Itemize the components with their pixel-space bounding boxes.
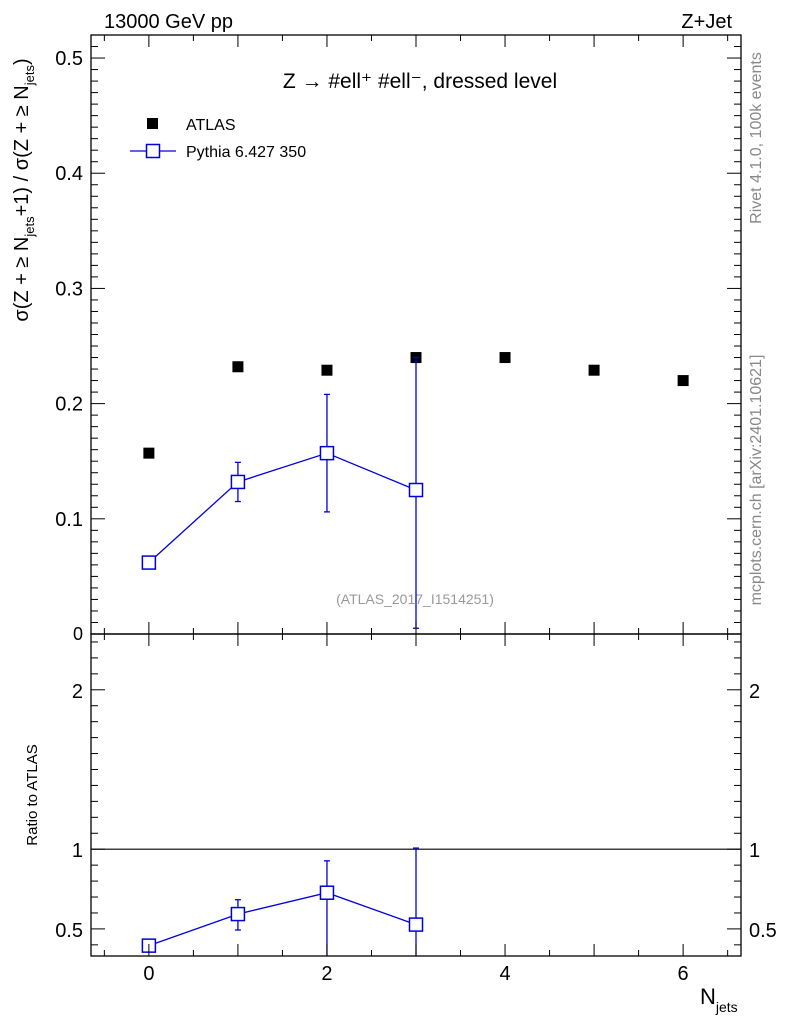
- rivet-label: Rivet 4.1.0, 100k events: [748, 52, 765, 224]
- x-tick-label: 4: [499, 963, 510, 985]
- ratio-y-axis-label: Ratio to ATLAS: [24, 744, 41, 845]
- y-tick-label: 0.1: [55, 509, 83, 531]
- header-left: 13000 GeV pp: [104, 11, 233, 33]
- legend-pythia-label: Pythia 6.427 350: [186, 144, 306, 161]
- y-tick-label: 0.4: [55, 163, 83, 185]
- atlas-data-point: [143, 447, 155, 459]
- pythia-data-point: [230, 474, 246, 490]
- atlas-data-point: [677, 375, 689, 387]
- pythia-data-point: [141, 555, 157, 570]
- y-tick-label-zero: 0: [73, 624, 83, 644]
- ylabel-sub2: jets: [22, 65, 37, 87]
- header-right: Z+Jet: [681, 11, 732, 33]
- mcplots-label: mcplots.cern.ch [arXiv:2401.10621]: [748, 355, 765, 606]
- ratio-y-tick-label-right: 1: [749, 840, 760, 862]
- xlabel-main: N: [700, 984, 716, 1009]
- ylabel-part2: +1) / σ(Z + ≥ N: [11, 85, 33, 216]
- xlabel-sub: jets: [715, 999, 738, 1015]
- legend-atlas-marker: [147, 118, 158, 129]
- ylabel-part3: ): [11, 58, 33, 65]
- legend-atlas-label: ATLAS: [186, 117, 236, 134]
- ratio-y-tick-label-right: 2: [749, 681, 760, 703]
- pythia-data-point: [319, 445, 335, 461]
- legend: ATLAS Pythia 6.427 350: [130, 117, 306, 161]
- pythia-ratio-point: [319, 885, 335, 900]
- ratio-y-tick-label: 0.5: [55, 920, 83, 942]
- analysis-watermark: (ATLAS_2017_I1514251): [336, 591, 494, 607]
- pythia-ratio-line: [148, 892, 417, 947]
- ratio-y-tick-label: 2: [72, 681, 83, 703]
- atlas-data-point: [321, 364, 333, 376]
- x-tick-label: 2: [321, 963, 332, 985]
- pythia-ratio-point: [408, 917, 424, 932]
- pythia-line: [148, 452, 417, 564]
- atlas-data-point: [588, 364, 600, 376]
- atlas-data-point: [499, 352, 511, 364]
- y-tick-label: 0.5: [55, 48, 83, 70]
- main-plot-layer: [141, 352, 689, 629]
- y-tick-label: 0.2: [55, 394, 83, 416]
- pythia-data-point: [408, 482, 424, 498]
- atlas-data-point: [232, 361, 244, 373]
- ylabel-sub1: jets: [22, 216, 37, 238]
- ratio-plot-layer: [91, 847, 741, 956]
- pythia-ratio-point: [230, 906, 246, 922]
- x-axis-label: Njets: [700, 984, 738, 1015]
- main-y-axis-label: σ(Z + ≥ Njets+1) / σ(Z + ≥ Njets): [11, 58, 37, 321]
- x-tick-label: 0: [143, 963, 154, 985]
- ylabel-part1: σ(Z + ≥ N: [11, 237, 33, 322]
- ratio-y-tick-label: 1: [72, 840, 83, 862]
- ratio-y-tick-label-right: 0.5: [749, 920, 777, 942]
- y-tick-label: 0.3: [55, 278, 83, 300]
- x-tick-label: 6: [678, 963, 689, 985]
- plot-title: Z → #ell⁺ #ell⁻, dressed level: [283, 70, 557, 93]
- legend-pythia-marker: [145, 143, 161, 159]
